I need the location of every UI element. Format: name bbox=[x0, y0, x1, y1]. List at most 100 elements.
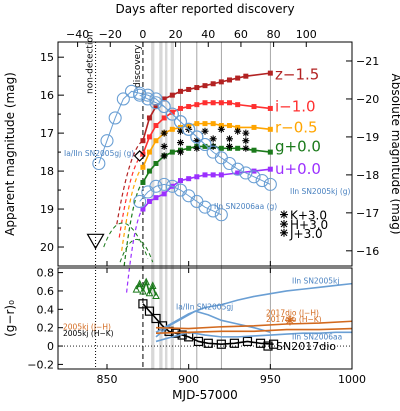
data-point bbox=[242, 129, 250, 137]
annotation-2005kj-hk: 2005kj (H−K) bbox=[63, 329, 114, 338]
data-point bbox=[186, 104, 192, 110]
data-point bbox=[247, 170, 261, 184]
data-point bbox=[148, 281, 157, 289]
legend-marker bbox=[280, 220, 288, 229]
data-point bbox=[235, 75, 241, 81]
data-point bbox=[269, 339, 279, 349]
right-axis-title: Absolute magnitude (mag) bbox=[389, 73, 400, 234]
data-point bbox=[140, 138, 146, 144]
data-point bbox=[169, 126, 175, 132]
data-point bbox=[218, 100, 224, 106]
top-tick-label: 0 bbox=[139, 28, 146, 41]
data-point bbox=[153, 195, 159, 201]
series-line bbox=[155, 327, 353, 334]
nir-color-marker bbox=[284, 315, 295, 326]
data-point bbox=[173, 115, 188, 129]
data-point bbox=[216, 339, 226, 349]
data-point bbox=[227, 100, 232, 106]
data-point bbox=[255, 174, 269, 188]
data-point bbox=[149, 179, 163, 193]
data-point bbox=[193, 336, 204, 347]
data-point bbox=[146, 168, 152, 174]
data-point bbox=[235, 170, 241, 176]
data-point bbox=[186, 86, 192, 92]
x-axis-title: MJD-57000 bbox=[172, 388, 238, 402]
data-point bbox=[133, 194, 147, 209]
top-axis-title: Days after reported discovery bbox=[115, 2, 294, 16]
data-point bbox=[177, 139, 184, 147]
annotation-2006aa: IIn SN2006aa (g) bbox=[214, 202, 277, 211]
data-point bbox=[177, 127, 184, 135]
annotation-2005gj: Ia/IIn SN2005gj bbox=[176, 302, 233, 311]
data-point bbox=[139, 286, 147, 295]
legend-marker bbox=[280, 210, 288, 219]
discovery-label: discovery bbox=[133, 44, 143, 88]
series-label: i−1.0 bbox=[275, 98, 316, 116]
legend-label: SN2017dio bbox=[276, 340, 336, 353]
epoch-lines bbox=[180, 42, 271, 369]
data-point bbox=[145, 288, 154, 297]
data-point bbox=[231, 162, 245, 176]
annotation-2017dio-jh: 2017dio (J−H) bbox=[266, 309, 319, 318]
data-point bbox=[186, 123, 192, 129]
data-point bbox=[227, 123, 232, 129]
series-top bbox=[140, 100, 273, 157]
data-point bbox=[210, 100, 216, 106]
top-tick-label: −40 bbox=[66, 28, 89, 41]
data-point bbox=[235, 102, 241, 108]
x-tick-label: 850 bbox=[97, 373, 118, 386]
data-point bbox=[124, 84, 139, 98]
y-tick-label: 15 bbox=[40, 51, 54, 64]
data-point bbox=[140, 179, 146, 185]
series-label: J+3.0 bbox=[289, 227, 323, 241]
data-point bbox=[178, 88, 183, 94]
spectrum-epoch-band bbox=[151, 42, 155, 369]
data-point bbox=[169, 109, 175, 115]
top-tick-label: 20 bbox=[169, 28, 183, 41]
right-tick-label: −21 bbox=[356, 55, 379, 68]
legend-marker bbox=[263, 341, 273, 351]
data-point bbox=[194, 85, 200, 91]
data-point bbox=[251, 147, 257, 153]
data-point bbox=[202, 172, 208, 178]
data-point bbox=[138, 299, 148, 309]
series-bottom bbox=[132, 277, 160, 300]
data-point bbox=[186, 145, 192, 151]
data-point bbox=[239, 166, 253, 180]
series-bottom bbox=[155, 327, 353, 334]
data-point bbox=[165, 107, 179, 121]
data-point bbox=[194, 102, 200, 108]
early-rise-curves bbox=[103, 140, 154, 293]
data-point bbox=[226, 135, 233, 143]
data-point bbox=[202, 121, 208, 127]
data-point bbox=[146, 134, 152, 140]
data-point bbox=[182, 122, 196, 136]
data-point bbox=[141, 92, 155, 106]
y-tick-label: 18 bbox=[40, 165, 54, 178]
early-detection-marker bbox=[133, 150, 146, 162]
series-line bbox=[135, 279, 157, 296]
y-tick-label: 0.4 bbox=[37, 303, 55, 316]
data-point bbox=[218, 79, 224, 85]
data-point bbox=[217, 125, 225, 133]
series-label: g+0.0 bbox=[275, 137, 321, 155]
data-point bbox=[234, 127, 242, 135]
right-tick-label: −18 bbox=[356, 169, 379, 182]
data-point bbox=[169, 92, 175, 98]
data-point bbox=[151, 313, 161, 324]
data-point bbox=[218, 172, 224, 178]
y-tick-label: 0.2 bbox=[37, 322, 55, 335]
data-point bbox=[242, 144, 250, 152]
series-label: K+3.0 bbox=[290, 209, 327, 223]
y-axis-title: (g−r)₀ bbox=[3, 300, 17, 337]
data-point bbox=[161, 115, 167, 121]
data-point bbox=[153, 138, 159, 144]
series-line bbox=[155, 282, 353, 333]
data-point bbox=[203, 338, 213, 348]
rise-fit-curve bbox=[121, 166, 144, 251]
y-tick-label: 20 bbox=[40, 241, 54, 254]
spectral-epoch-bands bbox=[151, 42, 174, 369]
top-tick-label: 80 bbox=[267, 28, 281, 41]
data-point bbox=[152, 291, 160, 300]
